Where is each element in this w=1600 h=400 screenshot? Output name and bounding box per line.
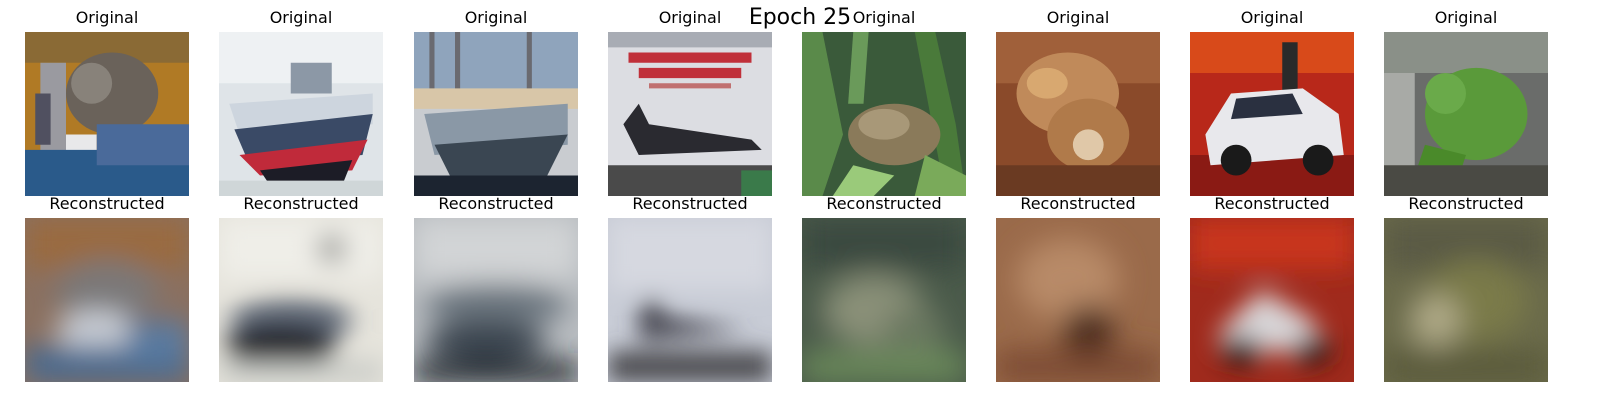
original-image-cat — [25, 32, 189, 196]
original-label: Original — [75, 8, 139, 27]
reconstructed-image-ship — [219, 218, 383, 382]
reconstructed-image-car — [1190, 218, 1354, 382]
reconstructed-label: Reconstructed — [1408, 194, 1524, 213]
original-label: Original — [269, 8, 333, 27]
original-label: Original — [464, 8, 528, 27]
reconstructed-label: Reconstructed — [1020, 194, 1136, 213]
reconstructed-label: Reconstructed — [438, 194, 554, 213]
original-image-ship — [219, 32, 383, 196]
reconstructed-label: Reconstructed — [632, 194, 748, 213]
reconstructed-label: Reconstructed — [826, 194, 942, 213]
original-image-frog-3 — [1384, 32, 1548, 196]
original-label: Original — [1434, 8, 1498, 27]
reconstructed-label: Reconstructed — [1214, 194, 1330, 213]
original-label: Original — [852, 8, 916, 27]
figure-title: Epoch 25 — [748, 5, 852, 30]
original-image-frog-2 — [996, 32, 1160, 196]
original-label: Original — [1240, 8, 1304, 27]
original-image-airplane — [608, 32, 772, 196]
reconstructed-image-ship-2 — [414, 218, 578, 382]
reconstructed-image-cat — [25, 218, 189, 382]
original-image-ship-2 — [414, 32, 578, 196]
original-image-frog — [802, 32, 966, 196]
reconstructed-label: Reconstructed — [243, 194, 359, 213]
reconstructed-image-frog — [802, 218, 966, 382]
original-label: Original — [658, 8, 722, 27]
reconstructed-image-frog-3 — [1384, 218, 1548, 382]
reconstructed-image-airplane — [608, 218, 772, 382]
original-image-car — [1190, 32, 1354, 196]
original-label: Original — [1046, 8, 1110, 27]
reconstructed-image-frog-2 — [996, 218, 1160, 382]
reconstructed-label: Reconstructed — [49, 194, 165, 213]
